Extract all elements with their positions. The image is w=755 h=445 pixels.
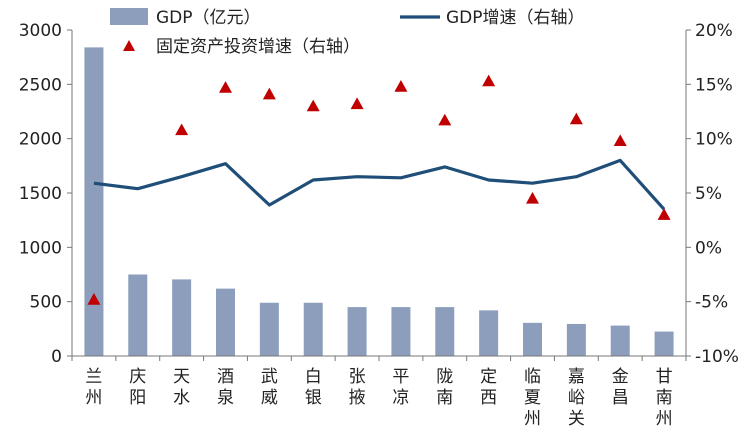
category-label: 白 (305, 367, 322, 387)
category-label: 关 (568, 409, 585, 429)
right-tick-label: 15% (695, 75, 733, 95)
category-label: 金 (612, 367, 629, 387)
investment-growth-marker (262, 87, 276, 100)
category-label: 临 (524, 367, 541, 387)
category-label: 南 (436, 388, 453, 408)
category-label: 州 (85, 388, 102, 408)
gdp-bar (347, 307, 367, 356)
category-label: 水 (173, 388, 190, 408)
category-label: 天 (173, 367, 190, 387)
investment-growth-marker (219, 81, 232, 93)
gdp-growth-line (93, 158, 666, 211)
left-tick-label: 1000 (19, 238, 62, 258)
category-label: 张 (349, 367, 366, 387)
category-label: 兰 (85, 367, 102, 387)
axes: 0 500 1000 1500 2000 2500 3000 -10% -5% 0% 5% 10% 15… (19, 21, 739, 429)
investment-growth-marker (438, 113, 452, 126)
gdp-bar (128, 274, 148, 356)
investment-growth-marker (613, 134, 627, 147)
legend-swatch-investment-growth (123, 40, 135, 51)
gdp-bar (654, 331, 674, 356)
gdp-bar (216, 288, 235, 356)
legend-label-investment-growth: 固定资产投资增速（右轴） (156, 37, 360, 57)
category-label: 西 (480, 388, 497, 408)
gdp-bar (84, 47, 104, 357)
gdp-bar (610, 325, 630, 356)
right-tick-label: -10% (695, 347, 739, 367)
category-label: 酒 (217, 367, 234, 387)
legend-swatch-gdp (110, 8, 148, 25)
category-label: 峪 (568, 388, 585, 408)
gdp-bar (523, 322, 542, 356)
right-tick-label: -5% (695, 293, 728, 313)
category-label: 庆 (129, 367, 146, 387)
category-label: 州 (656, 409, 673, 429)
plot-area (84, 47, 674, 357)
gdp-bar (566, 323, 586, 356)
gdp-bar (259, 302, 279, 356)
investment-growth-marker (87, 292, 101, 305)
investment-growth-marker (350, 97, 364, 110)
right-tick-label: 0% (695, 238, 722, 258)
investment-growth-marker (569, 112, 583, 125)
investment-growth-marker (175, 123, 189, 136)
gdp-bar (435, 307, 455, 356)
category-label: 夏 (524, 388, 541, 408)
right-tick-label: 10% (695, 130, 733, 150)
legend-label-gdp: GDP（亿元） (156, 8, 261, 28)
legend-label-gdp-growth: GDP增速（右轴） (446, 8, 585, 28)
left-tick-label: 3000 (19, 21, 62, 41)
right-tick-label: 5% (695, 184, 722, 204)
investment-growth-marker (526, 191, 539, 204)
category-label: 南 (656, 388, 673, 408)
category-label: 定 (480, 367, 497, 387)
category-label: 凉 (392, 388, 409, 408)
left-tick-label: 2500 (19, 75, 62, 95)
category-label: 武 (261, 367, 278, 387)
category-label: 泉 (217, 388, 234, 408)
category-label: 昌 (612, 388, 629, 408)
category-label: 平 (392, 367, 409, 387)
investment-growth-marker (657, 208, 671, 220)
investment-growth-marker (306, 99, 320, 112)
gdp-bar (391, 307, 411, 356)
left-tick-label: 0 (51, 347, 62, 367)
category-label: 掖 (349, 388, 366, 408)
investment-growth-marker (394, 80, 408, 92)
investment-growth-marker (482, 74, 496, 87)
gdp-bar (172, 279, 192, 356)
left-tick-label: 500 (30, 293, 62, 313)
gdp-bar (303, 302, 323, 356)
category-label: 州 (524, 409, 541, 429)
legend: GDP（亿元） GDP增速（右轴） 固定资产投资增速（右轴） (110, 8, 585, 57)
left-tick-label: 1500 (19, 184, 62, 204)
category-label: 阳 (129, 388, 146, 408)
gdp-bar (479, 310, 499, 356)
category-label: 银 (305, 388, 322, 408)
category-label: 甘 (656, 367, 673, 387)
category-label: 嘉 (568, 367, 585, 387)
category-label: 威 (261, 388, 278, 408)
category-label: 陇 (436, 367, 453, 387)
right-tick-label: 20% (695, 21, 733, 41)
left-tick-label: 2000 (19, 130, 62, 150)
